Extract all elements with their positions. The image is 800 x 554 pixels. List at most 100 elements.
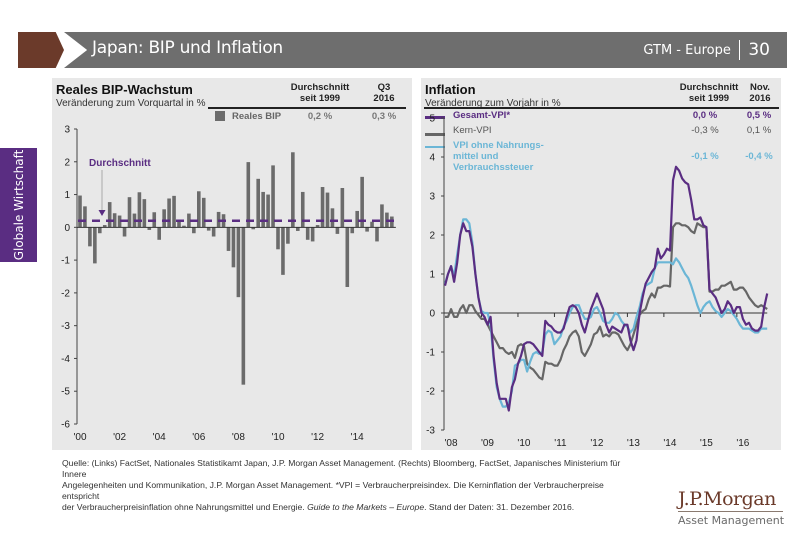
inflation-x-tick-label: '16 [736, 438, 749, 449]
gdp-bar [117, 215, 122, 228]
gdp-x-tick-label: '06 [192, 432, 205, 443]
gdp-bar [315, 225, 320, 228]
legend-label-line1: VPI ohne Nahrungs- [453, 140, 544, 151]
gdp-bar [197, 191, 201, 228]
gdp-bar [335, 227, 340, 234]
gdp-bar [286, 227, 290, 244]
inflation-y-tick-label: 0 [429, 309, 435, 320]
gdp-bar [98, 227, 102, 234]
inflation-x-tick-label: '10 [517, 438, 530, 449]
gdp-bar [162, 209, 166, 228]
gdp-y-tick-label: -2 [61, 288, 70, 299]
legend-current-ex-food-tax: -0,4 % [745, 151, 773, 162]
inflation-col-header-current: Nov. 2016 [741, 82, 779, 104]
legend-label-line2: mittel und [453, 151, 499, 162]
gdp-chart: 3 2 1 0 -1 -2 -3 -4 -5 -6 Durchschnitt '00 '02 '04 '06… [61, 125, 396, 443]
legend-label-ex-food-tax: VPI ohne Nahrungs- mittel und Verbrauchs… [453, 140, 544, 173]
gdp-bar [276, 227, 280, 250]
inflation-x-tick-label: '15 [700, 438, 713, 449]
gdp-bar [137, 192, 142, 228]
page-title: Japan: BIP und Inflation [92, 38, 283, 58]
gdp-bar [360, 176, 364, 228]
gdp-bar [182, 225, 186, 228]
gdp-legend-rule [208, 107, 406, 109]
gdp-y-tick-label: -6 [61, 420, 70, 431]
gdp-bar [281, 227, 285, 275]
gdp-bar [88, 227, 92, 247]
gdp-x-tick-label: '02 [113, 432, 126, 443]
header-divider [738, 40, 741, 60]
gdp-bar [236, 227, 241, 298]
inflation-y-tick-label: -3 [426, 426, 435, 437]
inflation-chart-subtitle: Veränderung zum Vorjahr in % [425, 98, 561, 109]
footnote-line-3: der Verbraucherpreisinflation ohne Nahru… [62, 502, 622, 513]
gdp-bar [305, 227, 310, 240]
gdp-bar [167, 198, 171, 228]
legend-current-core: 0,1 % [746, 125, 772, 136]
inflation-y-tick-label: 3 [429, 192, 435, 203]
col-header-line1: Nov. [750, 82, 770, 93]
inflation-col-header-average: Durchschnitt seit 1999 [674, 82, 744, 104]
inflation-chart-title: Inflation [425, 82, 476, 97]
inflation-x-tick-label: '11 [554, 438, 567, 449]
inflation-y-tick-label: 4 [429, 153, 435, 164]
gdp-x-tick-label: '10 [271, 432, 284, 443]
source-footnote: Quelle: (Links) FactSet, Nationales Stat… [62, 458, 622, 513]
gdp-y-tick-label: 0 [64, 223, 70, 234]
page-number: 30 [748, 40, 770, 60]
gdp-bar [266, 194, 270, 228]
legend-current-headline: 0,5 % [746, 110, 772, 121]
col-header-line1: Durchschnitt [679, 82, 739, 93]
gdp-bar [256, 178, 260, 228]
headline-cpi-line [443, 165, 769, 412]
footnote-line-1: Quelle: (Links) FactSet, Nationales Stat… [62, 458, 621, 479]
inflation-legend-rule [424, 107, 779, 109]
gdp-bar [310, 227, 315, 242]
inflation-chart: 5 4 3 2 1 0 -1 -2 -3 '08 '09 '10 '11 '12 '13 '14 '15 '16 [426, 114, 769, 449]
gdp-bar [380, 204, 384, 228]
gdp-bar [172, 195, 176, 228]
gdp-x-tick-label: '14 [351, 432, 364, 443]
gdp-bar [271, 165, 275, 228]
gdp-y-tick-label: 3 [64, 125, 70, 136]
gdp-bar [83, 206, 87, 228]
gdp-bar [107, 202, 112, 228]
gdp-bar [330, 208, 335, 228]
inflation-y-tick-label: 5 [429, 114, 435, 125]
inflation-x-tick-label: '12 [590, 438, 603, 449]
gdp-bar [206, 227, 211, 231]
gdp-bar [157, 227, 161, 240]
gdp-y-tick-label: -5 [61, 387, 70, 398]
gdp-bar [122, 227, 127, 237]
gdp-bar [147, 227, 152, 230]
gdp-col-header-average: Durchschnitt seit 1999 [280, 82, 360, 104]
gdp-bar [350, 227, 355, 234]
gdp-bar [355, 210, 359, 228]
col-header-line2: seit 1999 [299, 93, 341, 104]
gdp-bar [325, 192, 330, 228]
inflation-x-tick-label: '09 [481, 438, 494, 449]
gdp-bar [340, 188, 345, 228]
gdp-bar [246, 162, 251, 228]
sidebar-section-tab[interactable]: Globale Wirtschaft [0, 148, 37, 262]
gdp-annotation-arrowhead [98, 210, 106, 216]
inflation-y-tick-label: -1 [426, 348, 435, 359]
series-label: GTM - Europe [643, 42, 731, 58]
gdp-bar [375, 227, 379, 242]
legend-label-headline: Gesamt-VPI* [453, 110, 511, 121]
gdp-bar [296, 227, 300, 231]
footnote-line-2: Angelegenheiten und Kommunikation, J.P. … [62, 480, 604, 501]
legend-label-line3: Verbrauchssteuer [453, 162, 534, 173]
core-cpi-line [445, 222, 768, 381]
col-header-line2: 2016 [749, 93, 771, 104]
header-right: GTM - Europe 30 [643, 40, 770, 60]
gdp-x-tick-label: '12 [311, 432, 324, 443]
legend-label-core: Kern-VPI [453, 125, 492, 136]
inflation-y-tick-label: 1 [429, 270, 435, 281]
gdp-bar [320, 187, 325, 228]
gdp-y-tick-label: 2 [64, 157, 70, 168]
gdp-chart-title: Reales BIP-Wachstum [56, 82, 193, 97]
gdp-bar [127, 197, 132, 228]
footnote-publication: Guide to the Markets – Europe [307, 502, 425, 512]
gdp-y-tick-label: -4 [61, 354, 70, 365]
